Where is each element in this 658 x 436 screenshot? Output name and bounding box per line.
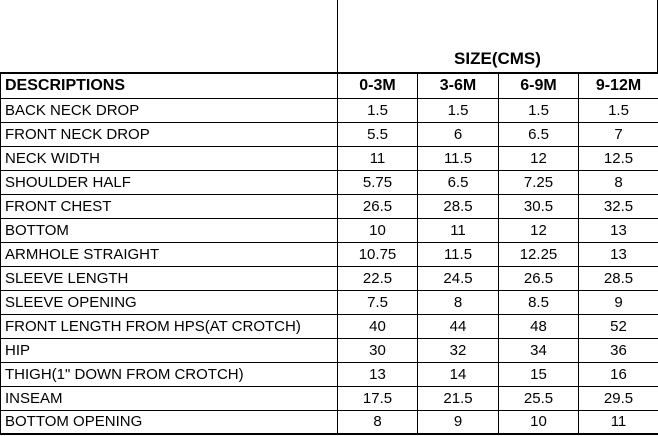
row-value: 10.75 xyxy=(337,241,418,267)
row-value: 12 xyxy=(498,217,579,243)
column-header-row: DESCRIPTIONS 0-3M 3-6M 6-9M 9-12M xyxy=(0,72,658,99)
column-header-descriptions: DESCRIPTIONS xyxy=(0,72,338,99)
column-header-6-9m: 6-9M xyxy=(498,72,579,99)
row-value: 9 xyxy=(578,289,658,315)
row-label: FRONT NECK DROP xyxy=(0,121,338,147)
row-label: SLEEVE OPENING xyxy=(0,289,338,315)
row-value: 52 xyxy=(578,313,658,339)
table-row: ARMHOLE STRAIGHT 10.75 11.5 12.25 13 xyxy=(0,241,658,267)
row-value: 11 xyxy=(578,409,658,435)
row-value: 16 xyxy=(578,361,658,387)
row-value: 48 xyxy=(498,313,579,339)
row-value: 40 xyxy=(337,313,418,339)
size-table-body: BACK NECK DROP 1.5 1.5 1.5 1.5 FRONT NEC… xyxy=(0,97,658,435)
row-value: 22.5 xyxy=(337,265,418,291)
row-value: 5.75 xyxy=(337,169,418,195)
row-value: 30.5 xyxy=(498,193,579,219)
row-value: 34 xyxy=(498,337,579,363)
table-row: FRONT CHEST 26.5 28.5 30.5 32.5 xyxy=(0,193,658,219)
row-label: BACK NECK DROP xyxy=(0,97,338,123)
row-value: 26.5 xyxy=(498,265,579,291)
row-value: 8 xyxy=(417,289,499,315)
row-value: 11 xyxy=(417,217,499,243)
row-label: BOTTOM OPENING xyxy=(0,409,338,435)
row-value: 8 xyxy=(337,409,418,435)
row-label: INSEAM xyxy=(0,385,338,411)
row-label: NECK WIDTH xyxy=(0,145,338,171)
row-label: SHOULDER HALF xyxy=(0,169,338,195)
row-value: 6.5 xyxy=(498,121,579,147)
row-value: 6 xyxy=(417,121,499,147)
row-value: 24.5 xyxy=(417,265,499,291)
size-group-header: SIZE(CMS) xyxy=(337,0,658,72)
row-value: 7 xyxy=(578,121,658,147)
row-value: 1.5 xyxy=(498,97,579,123)
table-row: SLEEVE OPENING 7.5 8 8.5 9 xyxy=(0,289,658,315)
table-row: INSEAM 17.5 21.5 25.5 29.5 xyxy=(0,385,658,411)
table-row: BACK NECK DROP 1.5 1.5 1.5 1.5 xyxy=(0,97,658,123)
row-value: 44 xyxy=(417,313,499,339)
row-value: 11.5 xyxy=(417,145,499,171)
row-value: 13 xyxy=(337,361,418,387)
row-value: 12.25 xyxy=(498,241,579,267)
row-value: 11.5 xyxy=(417,241,499,267)
table-row: FRONT NECK DROP 5.5 6 6.5 7 xyxy=(0,121,658,147)
row-value: 6.5 xyxy=(417,169,499,195)
row-value: 17.5 xyxy=(337,385,418,411)
row-value: 13 xyxy=(578,217,658,243)
row-value: 26.5 xyxy=(337,193,418,219)
row-value: 10 xyxy=(337,217,418,243)
row-value: 29.5 xyxy=(578,385,658,411)
row-value: 28.5 xyxy=(578,265,658,291)
table-row: SHOULDER HALF 5.75 6.5 7.25 8 xyxy=(0,169,658,195)
column-header-3-6m: 3-6M xyxy=(417,72,499,99)
size-table-head: DESCRIPTIONS 0-3M 3-6M 6-9M 9-12M xyxy=(0,72,658,99)
row-value: 32 xyxy=(417,337,499,363)
row-label: FRONT LENGTH FROM HPS(AT CROTCH) xyxy=(0,313,338,339)
row-value: 9 xyxy=(417,409,499,435)
row-value: 15 xyxy=(498,361,579,387)
row-value: 12.5 xyxy=(578,145,658,171)
row-value: 28.5 xyxy=(417,193,499,219)
size-group-header-row: SIZE(CMS) xyxy=(0,0,658,72)
row-value: 8.5 xyxy=(498,289,579,315)
row-value: 36 xyxy=(578,337,658,363)
row-value: 5.5 xyxy=(337,121,418,147)
row-value: 32.5 xyxy=(578,193,658,219)
row-label: SLEEVE LENGTH xyxy=(0,265,338,291)
size-table: DESCRIPTIONS 0-3M 3-6M 6-9M 9-12M BACK N… xyxy=(0,72,658,435)
column-header-0-3m: 0-3M xyxy=(337,72,418,99)
row-value: 30 xyxy=(337,337,418,363)
column-header-9-12m: 9-12M xyxy=(578,72,658,99)
row-value: 13 xyxy=(578,241,658,267)
row-label: ARMHOLE STRAIGHT xyxy=(0,241,338,267)
table-row: FRONT LENGTH FROM HPS(AT CROTCH) 40 44 4… xyxy=(0,313,658,339)
row-value: 10 xyxy=(498,409,579,435)
row-value: 8 xyxy=(578,169,658,195)
row-label: HIP xyxy=(0,337,338,363)
row-label: THIGH(1" DOWN FROM CROTCH) xyxy=(0,361,338,387)
table-row: SLEEVE LENGTH 22.5 24.5 26.5 28.5 xyxy=(0,265,658,291)
row-value: 7.25 xyxy=(498,169,579,195)
row-label: FRONT CHEST xyxy=(0,193,338,219)
row-value: 1.5 xyxy=(337,97,418,123)
row-value: 1.5 xyxy=(417,97,499,123)
top-left-blank-cell xyxy=(0,0,337,72)
row-value: 11 xyxy=(337,145,418,171)
row-value: 14 xyxy=(417,361,499,387)
row-value: 25.5 xyxy=(498,385,579,411)
row-value: 12 xyxy=(498,145,579,171)
row-label: BOTTOM xyxy=(0,217,338,243)
table-row: HIP 30 32 34 36 xyxy=(0,337,658,363)
table-row: NECK WIDTH 11 11.5 12 12.5 xyxy=(0,145,658,171)
row-value: 7.5 xyxy=(337,289,418,315)
table-row: BOTTOM OPENING 8 9 10 11 xyxy=(0,409,658,435)
row-value: 1.5 xyxy=(578,97,658,123)
table-row: THIGH(1" DOWN FROM CROTCH) 13 14 15 16 xyxy=(0,361,658,387)
table-row: BOTTOM 10 11 12 13 xyxy=(0,217,658,243)
row-value: 21.5 xyxy=(417,385,499,411)
